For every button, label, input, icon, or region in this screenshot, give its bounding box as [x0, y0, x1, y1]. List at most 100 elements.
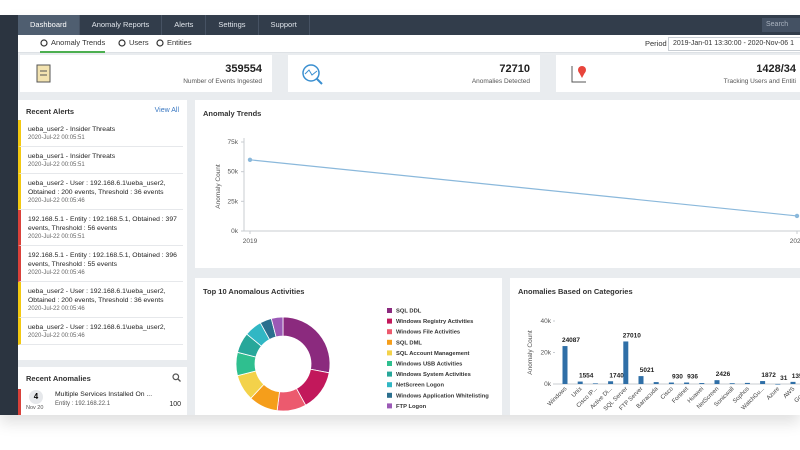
bar[interactable] — [592, 383, 598, 384]
legend-swatch — [387, 392, 392, 398]
icon-shape — [304, 69, 318, 76]
bar-value-label: 1872 — [761, 372, 776, 379]
stat-label: Anomalies Detected — [471, 78, 530, 85]
sub-nav: Period 2019-Jan-01 13:30:00 - 2020-Nov-0… — [18, 35, 800, 53]
anomaly-month: Nov 20 — [26, 405, 44, 411]
alert-time: 2020-Jul-22 00:05:51 — [28, 135, 85, 141]
stat-icon — [36, 64, 51, 83]
sub-tab[interactable]: Anomaly Trends — [40, 35, 106, 53]
sub-tab[interactable]: Users — [129, 38, 149, 47]
recent-alerts-panel: Recent Alerts View All ueba_user2 - Insi… — [18, 100, 187, 360]
legend-label[interactable]: Windows Registry Activities — [396, 319, 473, 325]
bar[interactable] — [577, 381, 583, 384]
anomaly-day: 4 — [29, 390, 43, 404]
bar[interactable] — [653, 382, 659, 384]
alert-text: ueba_user2 - Insider Threats — [28, 126, 116, 133]
stat-label: Tracking Users and Entiti — [723, 78, 796, 85]
alert-item[interactable]: 192.168.5.1 - Entity : 192.168.5.1, Obta… — [18, 246, 183, 282]
x-tick-label: Azure — [766, 386, 782, 402]
bar-value-label: 1740 — [609, 372, 624, 379]
stat-value: 1428/34 — [756, 63, 796, 75]
icon-shape — [36, 64, 51, 83]
nav-tab[interactable]: Support — [259, 15, 310, 35]
tab-icon — [156, 39, 164, 47]
bar[interactable] — [714, 380, 720, 384]
donut-slice[interactable] — [282, 316, 331, 374]
chart-title: Anomaly Trends — [203, 109, 261, 118]
legend-swatch — [387, 382, 392, 388]
view-all-link[interactable]: View All — [154, 107, 179, 114]
legend-label[interactable]: SQL Account Management — [396, 351, 470, 357]
bar[interactable] — [684, 382, 690, 384]
legend-label[interactable]: FTP Logon — [396, 404, 427, 410]
alert-text: ueba_user2 - User : 192.168.6.1\ueba_use… — [28, 288, 166, 304]
period-picker[interactable]: 2019-Jan-01 13:30:00 - 2020-Nov-06 1 — [668, 37, 800, 51]
legend-label[interactable]: Windows Application Whitelisting — [396, 393, 489, 399]
y-tick-label: 20k — [541, 350, 552, 357]
tab-icon — [118, 39, 126, 47]
anomaly-item[interactable]: 4 Nov 20 Multiple Services Installed On ..… — [18, 389, 187, 415]
stat-card: 72710 Anomalies Detected — [288, 55, 540, 92]
legend-label[interactable]: SQL DML — [396, 340, 422, 346]
bar[interactable] — [760, 381, 766, 384]
categories-panel: Anomalies Based on Categories Anomaly Cou… — [510, 278, 800, 415]
alert-time: 2020-Jul-22 00:05:46 — [28, 306, 85, 312]
top-activities-panel: Top 10 Anomalous Activities SQL DDL Window… — [195, 278, 502, 415]
anomaly-trends-panel: Anomaly Trends Anomaly Count 0k 25k 50k 75k 20… — [195, 100, 800, 268]
bar[interactable] — [638, 376, 644, 384]
bar[interactable] — [790, 381, 796, 384]
donut-chart: Top 10 Anomalous Activities SQL DDL Window… — [203, 287, 489, 412]
nav-tab[interactable]: Alerts — [162, 15, 207, 35]
legend-label[interactable]: SQL DDL — [396, 309, 422, 315]
alert-item[interactable]: ueba_user2 - User : 192.168.6.1\ueba_use… — [18, 174, 183, 210]
chart-title: Anomalies Based on Categories — [518, 287, 633, 296]
stat-value: 359554 — [225, 63, 262, 75]
sub-tab[interactable]: Entities — [167, 38, 192, 47]
y-tick-label: 0k — [544, 381, 552, 388]
alert-item[interactable]: ueba_user1 - Insider Threats 2020-Jul-22 … — [18, 147, 183, 174]
alert-text: 192.168.5.1 - Entity : 192.168.5.1, Obta… — [28, 216, 177, 232]
nav-tab[interactable]: Anomaly Reports — [80, 15, 163, 35]
alert-time: 2020-Jul-22 00:05:46 — [28, 270, 85, 276]
top-nav: Dashboard Anomaly Reports Alerts Settings Su… — [18, 15, 800, 35]
alert-text: ueba_user2 - User : 192.168.6.1\ueba_use… — [28, 324, 166, 331]
nav-tab[interactable]: Settings — [206, 15, 259, 35]
alert-time: 2020-Jul-22 00:05:51 — [28, 162, 85, 168]
alert-item[interactable]: 192.168.5.1 - Entity : 192.168.5.1, Obta… — [18, 210, 183, 246]
legend-swatch — [387, 339, 392, 345]
donut-slice[interactable] — [270, 316, 284, 338]
x-tick-label: Unix — [571, 386, 584, 399]
bar[interactable] — [608, 381, 614, 384]
anomaly-score: 100 — [169, 401, 181, 408]
y-tick-label: 40k — [541, 318, 552, 325]
trend-point[interactable] — [247, 157, 253, 162]
alert-item[interactable]: ueba_user2 - User : 192.168.6.1\ueba_use… — [18, 282, 183, 318]
panel-title: Recent Alerts — [26, 107, 75, 116]
bar[interactable] — [623, 341, 629, 384]
bar[interactable] — [729, 383, 735, 384]
legend-label[interactable]: Windows File Activities — [396, 330, 460, 336]
search-box[interactable]: Search — [762, 18, 800, 32]
trend-line — [249, 159, 798, 217]
tab-icon — [40, 39, 48, 47]
nav-tab[interactable]: Dashboard — [18, 15, 80, 35]
bar-value-label: 31 — [780, 375, 788, 382]
bar[interactable] — [744, 382, 750, 384]
trend-point[interactable] — [794, 213, 800, 219]
search-icon[interactable] — [172, 373, 181, 382]
legend-swatch — [387, 403, 392, 409]
legend-swatch — [387, 308, 392, 313]
bar[interactable] — [699, 383, 705, 384]
legend-label[interactable]: NetScreen Logon — [396, 383, 444, 389]
alert-item[interactable]: ueba_user2 - Insider Threats 2020-Jul-22 … — [18, 120, 183, 147]
alert-item[interactable]: ueba_user2 - User : 192.168.6.1\ueba_use… — [18, 318, 183, 345]
icon-shape — [578, 71, 586, 78]
bar[interactable] — [775, 383, 781, 385]
legend-label[interactable]: Windows System Activities — [396, 372, 471, 378]
bar-chart: Anomalies Based on Categories Anomaly Cou… — [518, 287, 800, 412]
alert-text: 192.168.5.1 - Entity : 192.168.5.1, Obta… — [28, 252, 177, 268]
legend-label[interactable]: Windows USB Activities — [396, 362, 462, 368]
x-tick-label: 2019 — [243, 238, 258, 245]
bar[interactable] — [668, 382, 674, 384]
bar[interactable] — [562, 346, 568, 384]
